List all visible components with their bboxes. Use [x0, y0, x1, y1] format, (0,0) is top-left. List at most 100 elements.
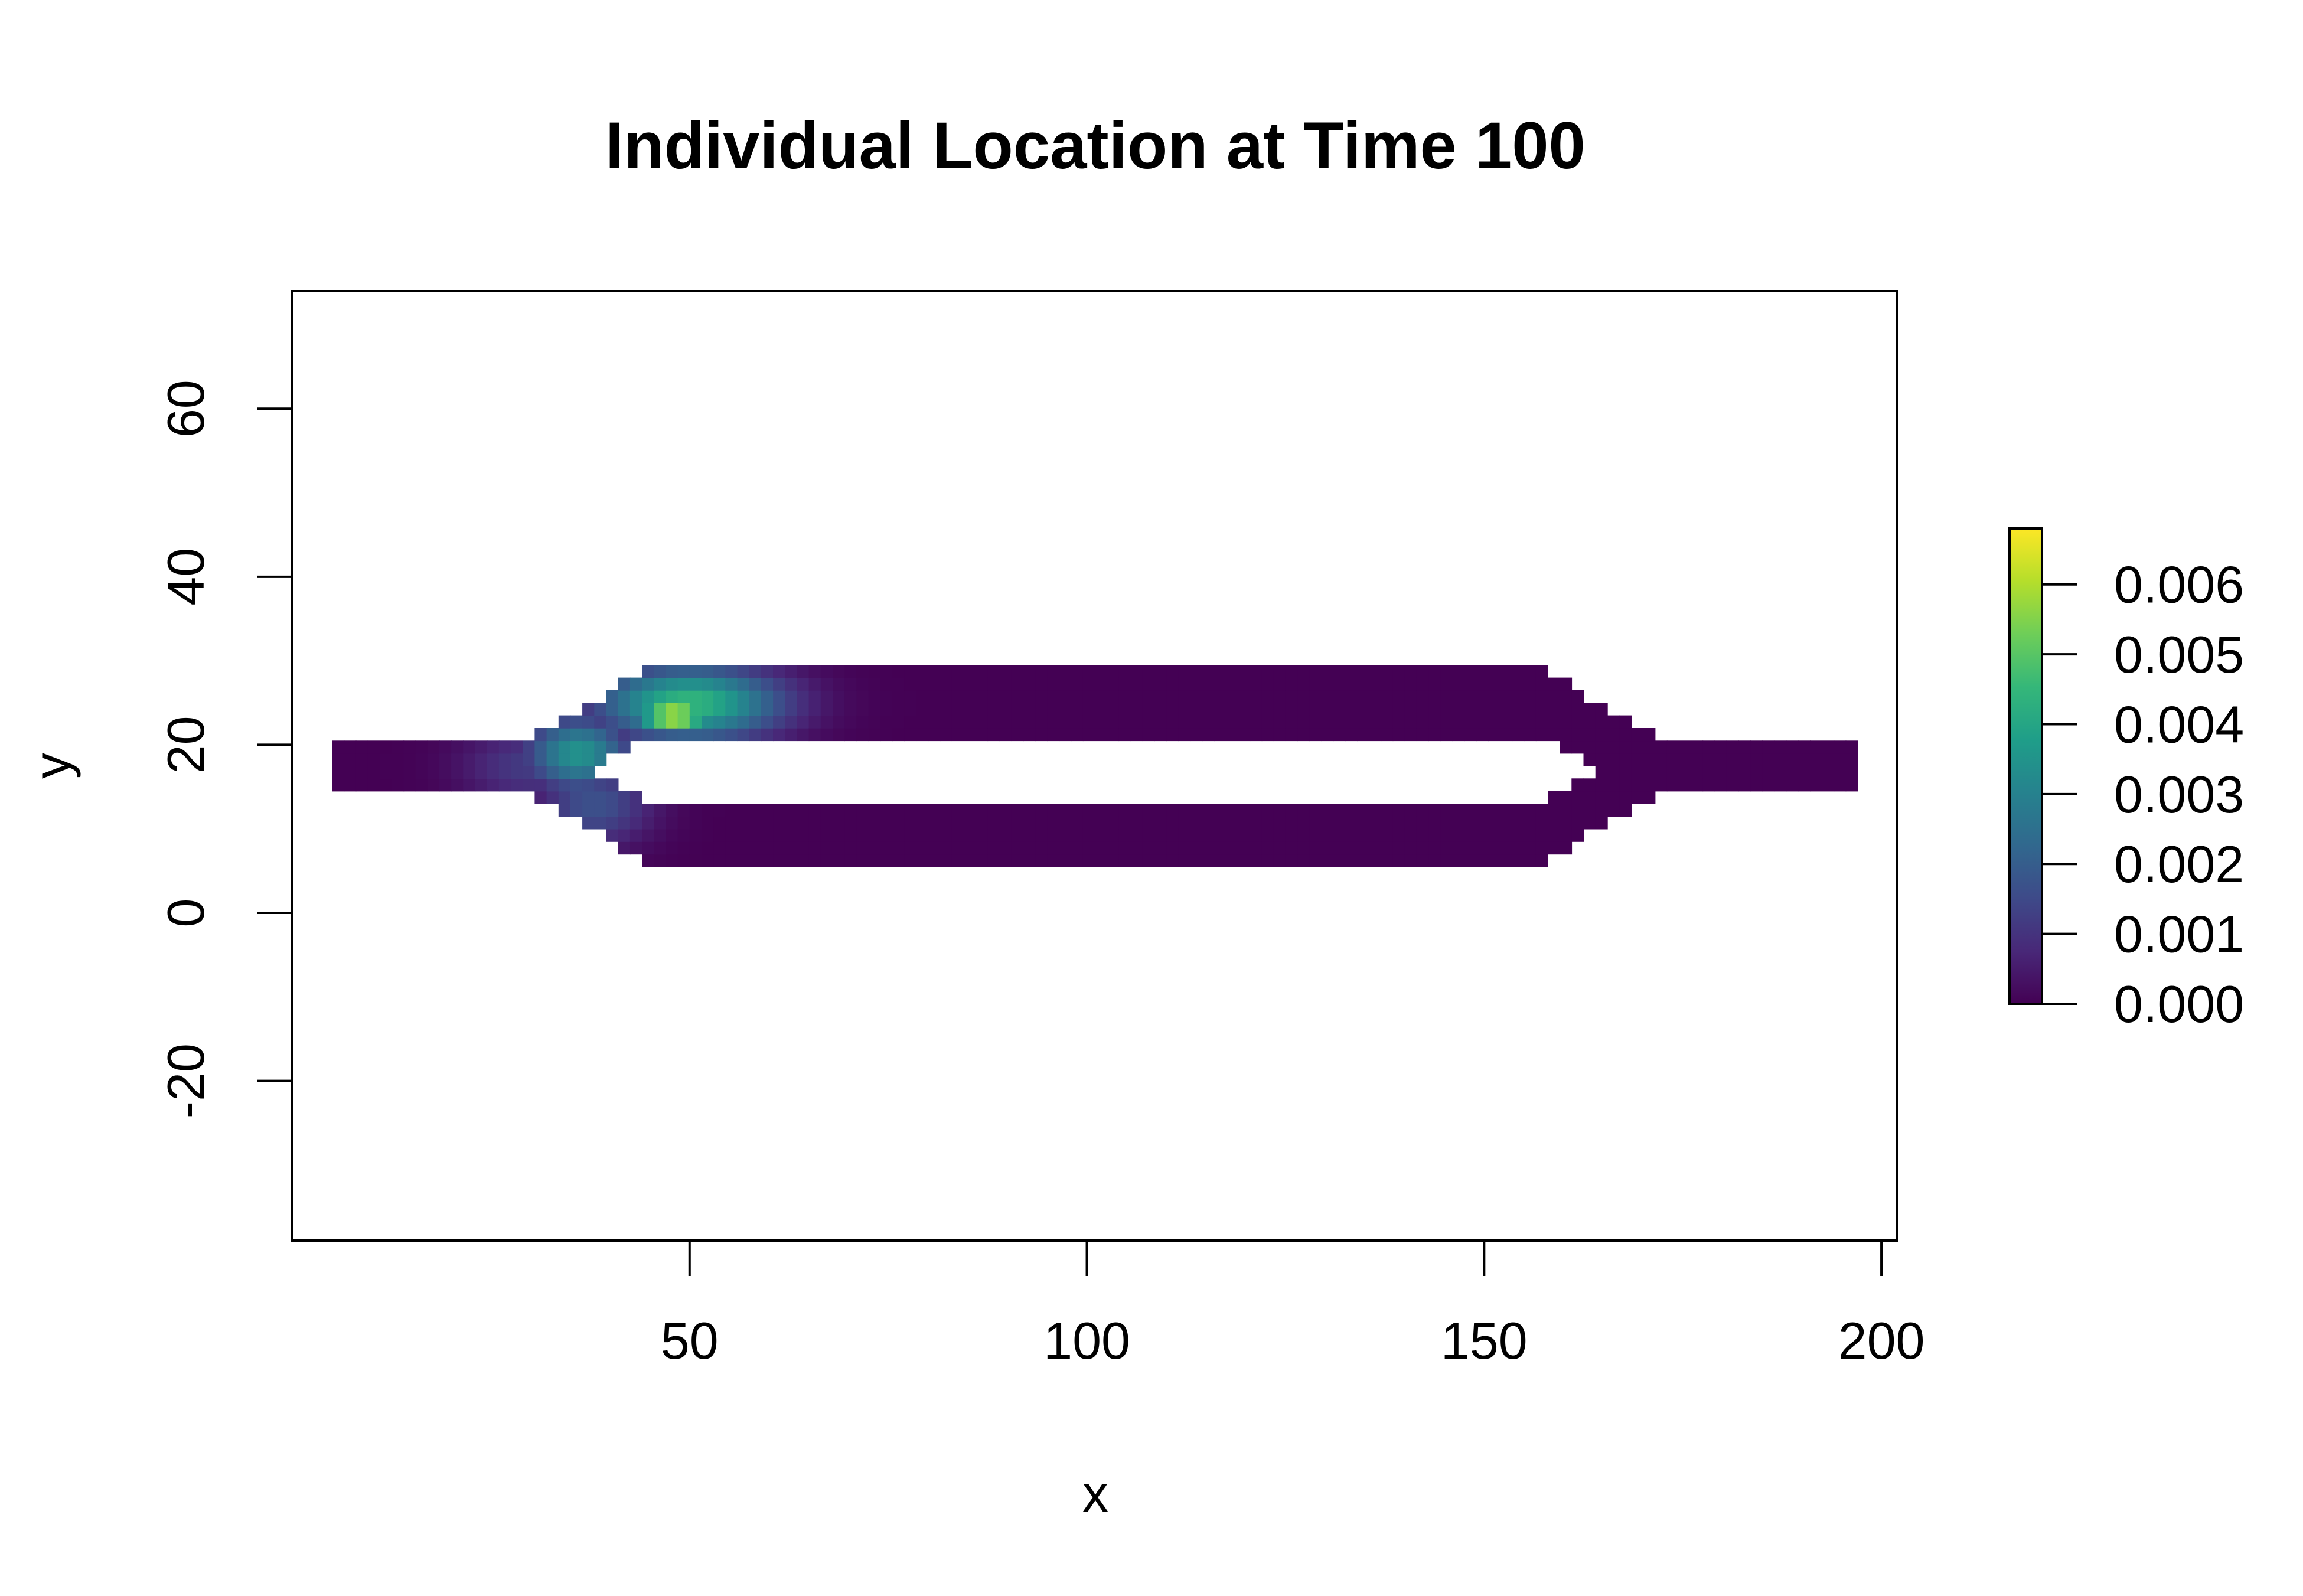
heatmap-cell — [1035, 816, 1048, 830]
heatmap-cell — [355, 766, 368, 779]
heatmap-cell — [833, 841, 845, 855]
heatmap-cell — [856, 816, 869, 830]
heatmap-cell — [558, 753, 571, 766]
heatmap-cell — [820, 703, 833, 716]
heatmap-cell — [880, 804, 893, 817]
heatmap-cell — [1142, 816, 1155, 830]
heatmap-cell — [1476, 804, 1489, 817]
heatmap-cell — [725, 690, 738, 703]
heatmap-cell — [594, 804, 607, 817]
x-axis-title: x — [1082, 1464, 1108, 1523]
heatmap-cell — [737, 665, 750, 678]
heatmap-cell — [976, 816, 989, 830]
heatmap-cell — [797, 665, 810, 678]
heatmap-cell — [964, 728, 976, 742]
heatmap-cell — [1345, 677, 1358, 691]
heatmap-cell — [1202, 665, 1215, 678]
heatmap-cell — [654, 816, 667, 830]
heatmap-cell — [1238, 816, 1251, 830]
heatmap-cell — [415, 766, 428, 779]
heatmap-cell — [558, 728, 571, 742]
heatmap-cell — [1250, 854, 1263, 867]
heatmap-cell — [1392, 715, 1405, 729]
heatmap-cell — [1178, 665, 1191, 678]
heatmap-cell — [856, 665, 869, 678]
heatmap-cell — [808, 677, 821, 691]
heatmap-cell — [1154, 703, 1167, 716]
heatmap-cell — [1560, 715, 1573, 729]
heatmap-cell — [1297, 703, 1310, 716]
heatmap-cell — [1619, 753, 1632, 766]
heatmap-cell — [582, 740, 595, 754]
heatmap-cell — [1082, 816, 1095, 830]
heatmap-cell — [999, 854, 1012, 867]
heatmap-cell — [677, 854, 690, 867]
heatmap-cell — [1750, 753, 1763, 766]
heatmap-cell — [1571, 804, 1584, 817]
heatmap-cell — [785, 816, 798, 830]
heatmap-cell — [1357, 816, 1369, 830]
heatmap-cell — [773, 677, 786, 691]
heatmap-cell — [1440, 665, 1453, 678]
heatmap-cell — [964, 828, 976, 842]
heatmap-cell — [1095, 841, 1107, 855]
heatmap-cell — [785, 854, 798, 867]
heatmap-cell — [1357, 703, 1369, 716]
heatmap-cell — [511, 766, 523, 779]
heatmap-cell — [1369, 665, 1382, 678]
heatmap-cell — [1333, 677, 1346, 691]
heatmap-cell — [702, 690, 714, 703]
y-tick-label: -20 — [156, 1043, 215, 1118]
heatmap-cell — [1345, 828, 1358, 842]
heatmap-cell — [1309, 728, 1322, 742]
heatmap-cell — [1202, 816, 1215, 830]
heatmap-cell — [677, 677, 690, 691]
heatmap-cell — [1214, 703, 1226, 716]
heatmap-cell — [1666, 778, 1679, 792]
heatmap-cell — [677, 804, 690, 817]
heatmap-cells — [332, 665, 1858, 867]
heatmap-cell — [999, 703, 1012, 716]
heatmap-cell — [713, 703, 726, 716]
heatmap-cell — [761, 816, 774, 830]
heatmap-cell — [1059, 665, 1072, 678]
heatmap-cell — [511, 778, 523, 792]
heatmap-cell — [1488, 677, 1500, 691]
heatmap-cell — [1011, 665, 1024, 678]
heatmap-cell — [1250, 728, 1263, 742]
heatmap-cell — [1118, 841, 1131, 855]
heatmap-cell — [1512, 841, 1525, 855]
heatmap-cell — [1285, 665, 1298, 678]
heatmap-cell — [332, 766, 345, 779]
heatmap-cell — [1666, 740, 1679, 754]
heatmap-cell — [1250, 715, 1263, 729]
heatmap-cell — [606, 740, 619, 754]
heatmap-cell — [702, 703, 714, 716]
heatmap-cell — [761, 804, 774, 817]
heatmap-cell — [1440, 854, 1453, 867]
heatmap-cell — [1035, 804, 1048, 817]
heatmap-cell — [1369, 816, 1382, 830]
heatmap-cell — [1166, 665, 1179, 678]
heatmap-cell — [606, 791, 619, 804]
heatmap-cell — [582, 804, 595, 817]
heatmap-cell — [534, 740, 547, 754]
heatmap-cell — [1845, 778, 1858, 792]
heatmap-cell — [594, 753, 607, 766]
heatmap-cell — [987, 715, 1000, 729]
heatmap-cell — [582, 766, 595, 779]
heatmap-cell — [1023, 690, 1036, 703]
heatmap-cell — [451, 753, 464, 766]
colorbar-tick-label: 0.001 — [2114, 905, 2244, 964]
heatmap-cell — [1535, 715, 1548, 729]
heatmap-cell — [987, 854, 1000, 867]
heatmap-cell — [820, 804, 833, 817]
heatmap-cell — [808, 841, 821, 855]
heatmap-cell — [1476, 828, 1489, 842]
heatmap-cell — [904, 665, 917, 678]
heatmap-cell — [1548, 690, 1560, 703]
heatmap-cell — [725, 715, 738, 729]
heatmap-cell — [1059, 828, 1072, 842]
heatmap-cell — [880, 677, 893, 691]
heatmap-cell — [558, 791, 571, 804]
